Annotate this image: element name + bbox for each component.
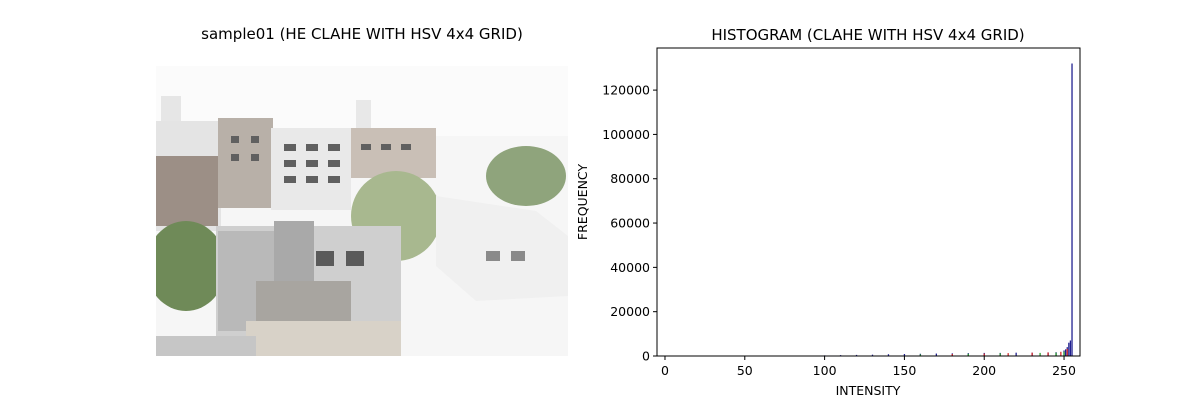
histogram-bar	[983, 353, 985, 356]
histogram-bar	[967, 353, 969, 356]
x-tick-label: 0	[661, 363, 669, 378]
y-tick-label: 20000	[610, 304, 650, 319]
histogram-bar	[1069, 340, 1072, 356]
histogram-bar	[1071, 63, 1073, 356]
histogram-bar	[1055, 352, 1057, 356]
histogram-bar	[1068, 342, 1070, 356]
y-tick-label: 0	[642, 349, 650, 364]
x-tick-label: 50	[737, 363, 753, 378]
histogram-bar	[1007, 353, 1009, 356]
y-tick-label: 80000	[610, 171, 650, 186]
y-tick-label: 100000	[602, 127, 650, 142]
histogram-bar	[1015, 352, 1017, 356]
x-tick-label: 250	[1052, 363, 1076, 378]
image-title: sample01 (HE CLAHE WITH HSV 4x4 GRID)	[201, 25, 523, 43]
y-tick-label: 120000	[602, 83, 650, 98]
histogram-bar	[903, 354, 906, 356]
histogram-bar	[871, 354, 874, 356]
x-axis-label: INTENSITY	[836, 383, 901, 398]
x-tick-label: 150	[892, 363, 916, 378]
histogram-bar	[1047, 352, 1049, 356]
x-tick-label: 200	[972, 363, 996, 378]
y-axis-ticks: 0 20000 40000 60000 80000 100000 120000	[602, 83, 657, 364]
histogram-bar	[1031, 352, 1033, 356]
histogram-bar	[1060, 351, 1062, 356]
histogram-bar	[999, 353, 1001, 356]
histogram-bar	[1066, 348, 1068, 356]
histogram-bar	[1063, 351, 1065, 356]
y-tick-label: 40000	[610, 260, 650, 275]
x-tick-label: 100	[813, 363, 837, 378]
plot-frame	[656, 47, 1081, 357]
y-tick-label: 60000	[610, 216, 650, 231]
y-axis-label: FREQUENCY	[575, 164, 590, 241]
histogram-bar	[1039, 352, 1041, 356]
histogram-bar	[1065, 349, 1067, 356]
histogram-bar	[887, 354, 890, 356]
chart-title: HISTOGRAM (CLAHE WITH HSV 4x4 GRID)	[711, 26, 1024, 44]
histogram-bar	[919, 354, 922, 356]
x-axis-ticks: 0 50 100 150 200 250	[661, 356, 1076, 378]
histogram-bar	[855, 354, 858, 356]
sample-photo	[156, 66, 568, 356]
histogram-bars	[808, 63, 1073, 357]
histogram-bar	[935, 353, 937, 356]
histogram-bar	[951, 354, 953, 356]
